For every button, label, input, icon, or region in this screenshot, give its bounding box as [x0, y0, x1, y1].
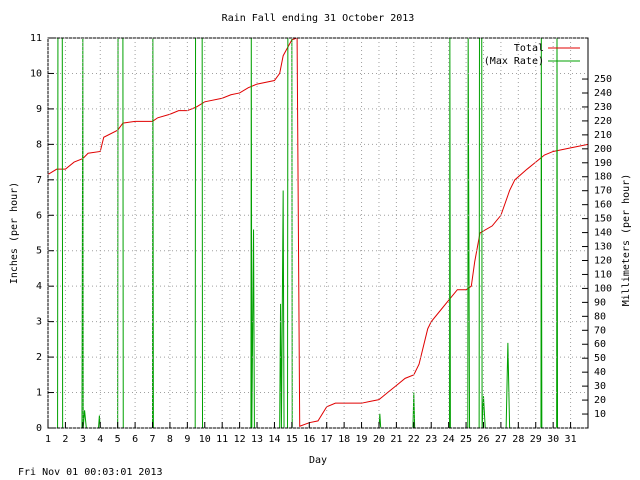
y2-tick-label: 120: [594, 255, 612, 266]
x-tick-label: 6: [132, 434, 138, 445]
y2-tick-label: 80: [594, 311, 606, 322]
x-tick-label: 21: [390, 434, 402, 445]
y-axis-label: Inches (per hour): [9, 182, 20, 284]
x-tick-label: 14: [268, 434, 280, 445]
x-tick-label: 16: [303, 434, 315, 445]
y-tick-label: 4: [36, 281, 42, 292]
y-tick-label: 0: [36, 423, 42, 434]
y-tick-label: 3: [36, 317, 42, 328]
x-tick-label: 11: [216, 434, 228, 445]
x-tick-label: 18: [338, 434, 350, 445]
x-tick-label: 17: [321, 434, 333, 445]
legend-label: Total: [514, 43, 544, 54]
y2-tick-label: 190: [594, 158, 612, 169]
y2-tick-label: 240: [594, 88, 612, 99]
x-tick-label: 31: [565, 434, 577, 445]
y-tick-label: 2: [36, 352, 42, 363]
x-tick-label: 29: [530, 434, 542, 445]
x-tick-label: 3: [80, 434, 86, 445]
x-axis-label: Day: [309, 455, 327, 466]
y-tick-label: 11: [30, 33, 42, 44]
x-tick-label: 25: [460, 434, 472, 445]
footer: Fri Nov 01 00:03:01 2013: [18, 467, 163, 478]
y-tick-label: 8: [36, 139, 42, 150]
y2-tick-label: 250: [594, 74, 612, 85]
y2-tick-label: 140: [594, 228, 612, 239]
y2-tick-label: 180: [594, 172, 612, 183]
y2-tick-label: 70: [594, 325, 606, 336]
x-tick-label: 1: [45, 434, 51, 445]
y2-tick-label: 50: [594, 353, 606, 364]
y2-tick-label: 230: [594, 102, 612, 113]
y-tick-label: 1: [36, 388, 42, 399]
y2-tick-label: 90: [594, 297, 606, 308]
y2-tick-label: 160: [594, 200, 612, 211]
y2-tick-label: 30: [594, 381, 606, 392]
y2-tick-label: 200: [594, 144, 612, 155]
x-tick-label: 28: [512, 434, 524, 445]
x-tick-label: 15: [286, 434, 298, 445]
x-tick-label: 24: [443, 434, 455, 445]
y-tick-label: 7: [36, 175, 42, 186]
y2-tick-label: 20: [594, 395, 606, 406]
y2-tick-label: 220: [594, 116, 612, 127]
x-tick-label: 22: [408, 434, 420, 445]
x-tick-label: 27: [495, 434, 507, 445]
plot-area: [48, 38, 588, 428]
y2-tick-label: 100: [594, 283, 612, 294]
x-tick-label: 2: [62, 434, 68, 445]
y2-tick-label: 40: [594, 367, 606, 378]
x-tick-label: 12: [234, 434, 246, 445]
x-tick-label: 26: [477, 434, 489, 445]
y2-axis-label: Millimeters (per hour): [621, 174, 632, 306]
y-tick-label: 6: [36, 210, 42, 221]
chart-title: Rain Fall ending 31 October 2013: [222, 13, 415, 24]
x-tick-label: 13: [251, 434, 263, 445]
x-tick-label: 7: [150, 434, 156, 445]
y2-tick-label: 130: [594, 242, 612, 253]
y-tick-label: 10: [30, 68, 42, 79]
y2-tick-label: 110: [594, 269, 612, 280]
y2-tick-label: 150: [594, 214, 612, 225]
series-line: [48, 38, 588, 427]
x-tick-label: 30: [547, 434, 559, 445]
x-tick-label: 5: [115, 434, 121, 445]
legend-label: (Max Rate): [484, 56, 544, 67]
x-tick-label: 20: [373, 434, 385, 445]
y2-tick-label: 210: [594, 130, 612, 141]
x-tick-label: 8: [167, 434, 173, 445]
x-tick-label: 23: [425, 434, 437, 445]
y2-tick-label: 170: [594, 186, 612, 197]
y-tick-label: 5: [36, 246, 42, 257]
y2-tick-label: 10: [594, 409, 606, 420]
x-tick-label: 10: [199, 434, 211, 445]
x-tick-label: 9: [184, 434, 190, 445]
y2-tick-label: 60: [594, 339, 606, 350]
y-tick-label: 9: [36, 104, 42, 115]
x-tick-label: 4: [97, 434, 103, 445]
x-tick-label: 19: [356, 434, 368, 445]
series-line: [48, 38, 588, 428]
